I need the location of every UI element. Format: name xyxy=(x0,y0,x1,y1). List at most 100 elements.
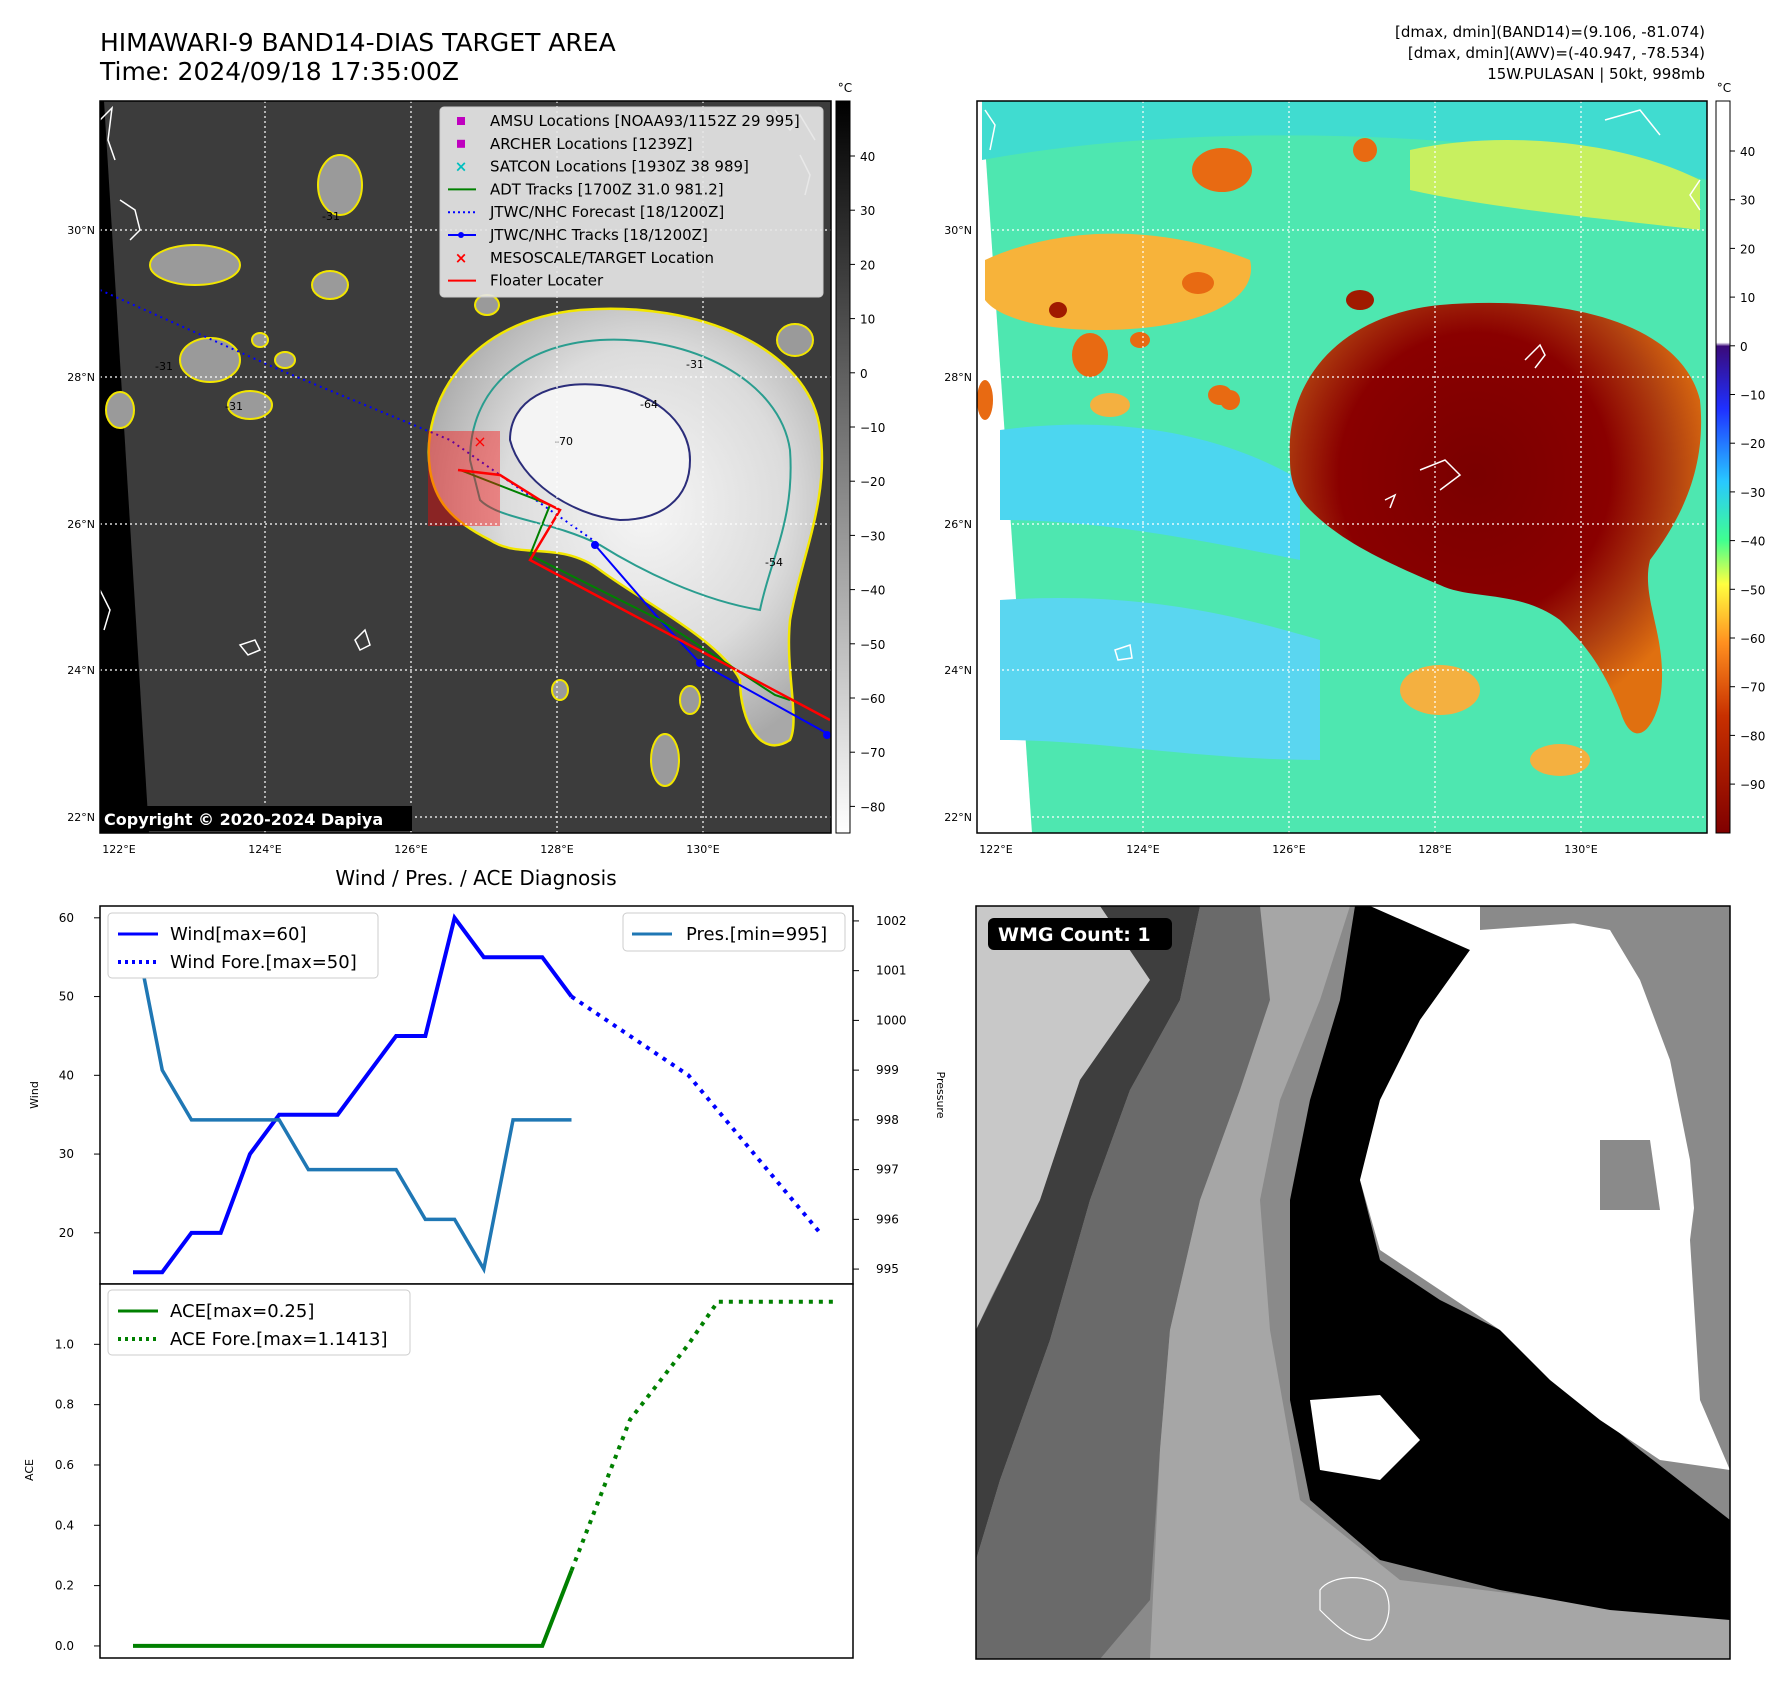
ace-panel: 0.0 0.2 0.4 0.6 0.8 1.0 ACE ACE[max=0.25] ACE… xyxy=(23,1283,854,1659)
wind-tick-label: 50 xyxy=(59,990,74,1004)
legend-box xyxy=(439,106,824,298)
copyright-box xyxy=(100,806,412,831)
wmg-region-gray-ne xyxy=(1480,906,1730,1280)
wind-fore-legend-label: Wind Fore.[max=50] xyxy=(170,952,357,973)
storm-info-text: 15W.PULASAN | 50kt, 998mb xyxy=(1487,65,1705,83)
ace-legend-box xyxy=(107,1289,411,1356)
wind-pressure-panel: 20 30 40 50 60 995 996 997 998 999 1000 1001 1002 W… xyxy=(28,905,947,1285)
legend-label: JTWC/NHC Forecast [18/1200Z] xyxy=(489,203,724,221)
awv-map-lon-tick: 130°E xyxy=(1564,843,1597,856)
ir-map-lat-tick: 24°N xyxy=(67,664,95,677)
jtwc-forecast-line xyxy=(100,289,601,546)
legend-marker: × xyxy=(455,249,468,267)
ir-map-frame xyxy=(99,100,832,834)
wind-tick-label: 30 xyxy=(59,1147,74,1161)
awv-colorbar-tick: 10 xyxy=(1740,291,1755,305)
ir-colorbar-tick: 40 xyxy=(860,150,875,164)
figure-title-line1: HIMAWARI-9 BAND14-DIAS TARGET AREA xyxy=(100,28,616,57)
awv-colorbar-tick: −40 xyxy=(1740,535,1765,549)
ir-colorbar-tick: −20 xyxy=(860,475,885,489)
jtwc-track-point xyxy=(823,731,831,739)
pressure-tick-label: 1000 xyxy=(876,1013,907,1027)
ir-map-lat-tick: 30°N xyxy=(67,224,95,237)
ir-map-lat-tick: 28°N xyxy=(67,371,95,384)
wmg-region-white-patch xyxy=(1310,1395,1420,1480)
awv-map-panel xyxy=(977,101,1707,833)
awv-map-lat-tick: 30°N xyxy=(944,224,972,237)
pressure-tick-label: 1001 xyxy=(876,964,907,978)
wmg-region-dark xyxy=(976,906,1200,1560)
awv-colorbar-tick: 0 xyxy=(1740,340,1748,354)
wmg-label-text: WMG Count: 1 xyxy=(998,924,1151,946)
dmax-awv-text: [dmax, dmin](AWV)=(-40.947, -78.534) xyxy=(1408,44,1705,62)
jtwc-track-point xyxy=(696,659,704,667)
legend-marker-dot xyxy=(458,232,464,238)
awv-colorbar-bar xyxy=(1715,100,1731,834)
ace-legend-label: ACE[max=0.25] xyxy=(170,1301,314,1322)
awv-map-lon-tick: 124°E xyxy=(1126,843,1159,856)
awv-map-lon-tick: 126°E xyxy=(1272,843,1305,856)
ir-colorbar-bar xyxy=(835,100,851,834)
legend-label: ARCHER Locations [1239Z] xyxy=(490,135,693,153)
legend-label: AMSU Locations [NOAA93/1152Z 29 995] xyxy=(490,112,800,130)
awv-colorbar-tick: 20 xyxy=(1740,242,1755,256)
ir-colorbar-tick: 30 xyxy=(860,204,875,218)
jtwc-track-line xyxy=(594,544,831,736)
wmg-coastline xyxy=(1319,1577,1390,1641)
ir-colorbar-tick: −40 xyxy=(860,584,885,598)
wmg-region-mid xyxy=(976,906,1290,1659)
copyright-text: Copyright © 2020-2024 Dapiya xyxy=(104,810,383,829)
storm-contour-core xyxy=(508,383,692,522)
awv-map-lat-tick: 28°N xyxy=(944,371,972,384)
pressure-tick-label: 998 xyxy=(876,1113,899,1127)
adt-track-line xyxy=(459,469,791,701)
awv-colorbar: °C 40 30 20 10 0 −10 −20 −30 −40 −50 −60 −70 −80 −90 xyxy=(1715,81,1765,834)
wind-forecast-line xyxy=(570,994,822,1235)
ace-fore-legend-label: ACE Fore.[max=1.1413] xyxy=(170,1329,388,1350)
wind-legend: Wind[max=60] Wind Fore.[max=50] xyxy=(107,912,379,979)
wmg-region-light xyxy=(976,906,1170,1330)
legend-label: MESOSCALE/TARGET Location xyxy=(490,249,714,267)
legend-label: ADT Tracks [1700Z 31.0 981.2] xyxy=(490,180,724,198)
wind-legend-box xyxy=(107,912,379,979)
awv-map-lon-tick: 128°E xyxy=(1418,843,1451,856)
awv-colorbar-tick: 30 xyxy=(1740,194,1755,208)
wind-series-line xyxy=(133,913,574,1275)
ir-colorbar-tick: −70 xyxy=(860,746,885,760)
awv-moisture-patch xyxy=(1410,140,1700,230)
awv-colorbar-tick: −50 xyxy=(1740,583,1765,597)
wind-tick-label: 20 xyxy=(59,1226,74,1240)
pressure-series-line xyxy=(131,920,572,1274)
pressure-legend-box xyxy=(622,912,846,952)
contour-label: -31 xyxy=(225,400,243,413)
ir-map-legend: AMSU Locations [NOAA93/1152Z 29 995] ARCH… xyxy=(439,106,824,298)
contour-label: -54 xyxy=(765,556,783,569)
awv-band xyxy=(982,101,1707,180)
ir-colorbar-tick: −10 xyxy=(860,421,885,435)
ir-map-nodata-wedge xyxy=(100,101,149,833)
contour-label: -31 xyxy=(155,360,173,373)
ir-map-lon-tick: 126°E xyxy=(394,843,427,856)
ace-tick-label: 0.4 xyxy=(55,1518,74,1532)
awv-colorbar-tick: −70 xyxy=(1740,681,1765,695)
ir-colorbar-tick: −60 xyxy=(860,692,885,706)
awv-map-lat-tick: 24°N xyxy=(944,664,972,677)
mesoscale-target-marker: × xyxy=(473,432,486,451)
awv-colorbar-tick: −80 xyxy=(1740,729,1765,743)
diagnosis-title: Wind / Pres. / ACE Diagnosis xyxy=(335,866,616,890)
contour-label: -64 xyxy=(640,398,658,411)
wmg-region-white xyxy=(1360,906,1730,1470)
awv-colorbar-tick: 40 xyxy=(1740,145,1755,159)
wmg-region-gray-patch xyxy=(1600,1140,1660,1210)
contour-label: -31 xyxy=(686,358,704,371)
wind-tick-label: 40 xyxy=(59,1068,74,1082)
pressure-axis-label: Pressure xyxy=(934,1072,947,1119)
ir-map-lat-tick: 26°N xyxy=(67,518,95,531)
contour-label: -31 xyxy=(322,210,340,223)
awv-colorbar-tick: −30 xyxy=(1740,486,1765,500)
wmg-panel xyxy=(976,906,1730,1659)
pressure-tick-label: 999 xyxy=(876,1063,899,1077)
jtwc-track-point xyxy=(591,541,599,549)
ace-legend: ACE[max=0.25] ACE Fore.[max=1.1413] xyxy=(107,1289,411,1356)
awv-band xyxy=(1000,424,1300,560)
